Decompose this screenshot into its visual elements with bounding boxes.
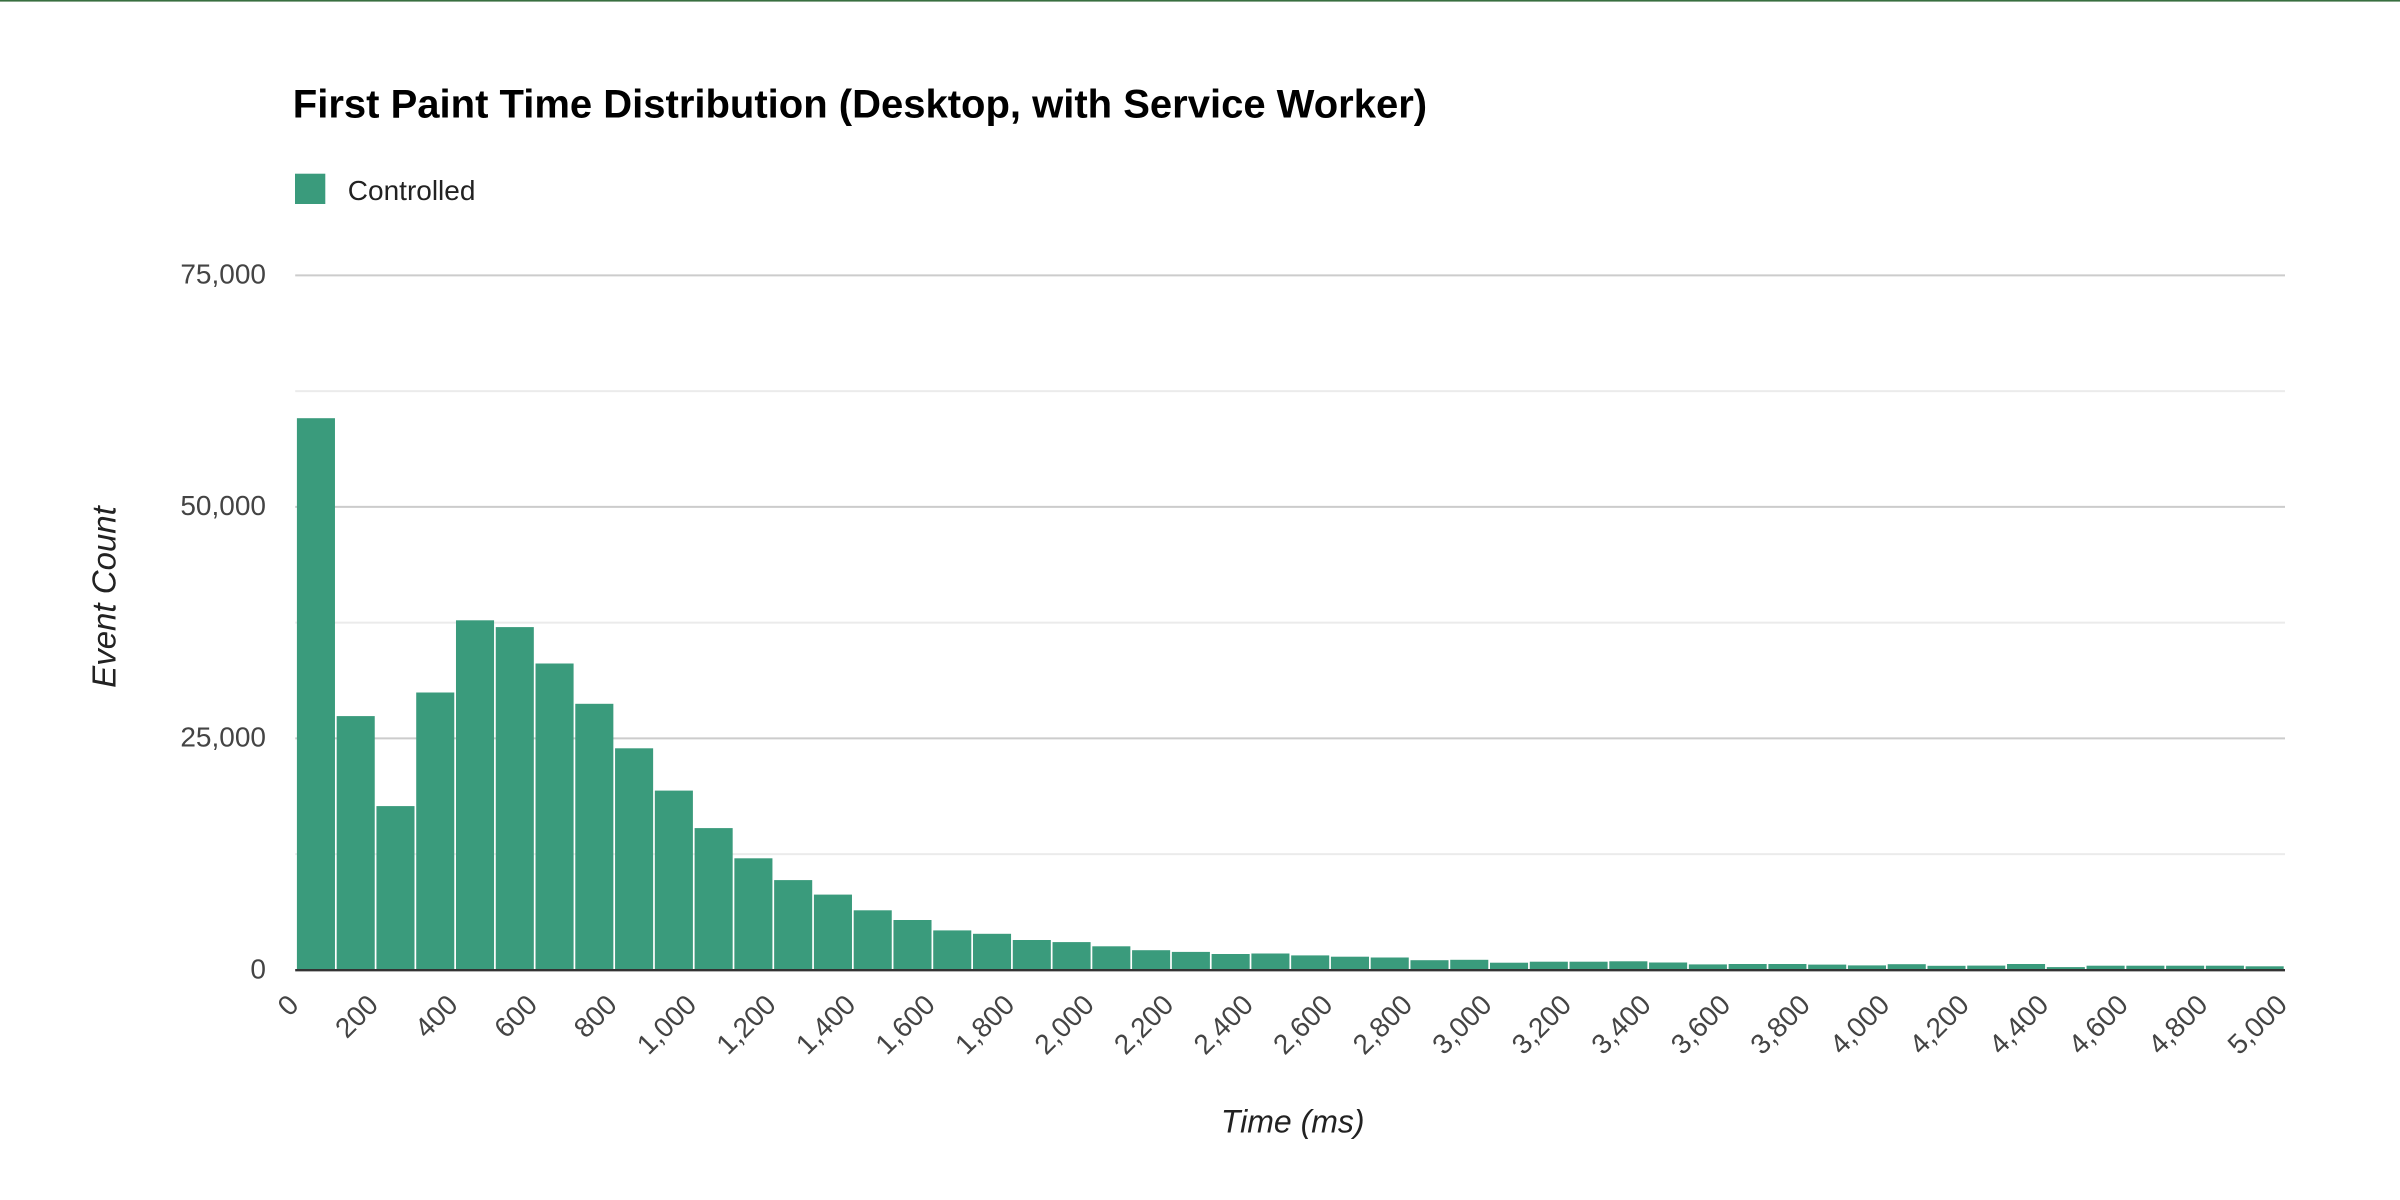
- svg-text:50,000: 50,000: [180, 490, 266, 521]
- svg-text:First Paint Time Distribution: First Paint Time Distribution (Desktop, …: [293, 83, 1427, 127]
- svg-text:75,000: 75,000: [180, 259, 266, 290]
- svg-text:3,400: 3,400: [1585, 989, 1656, 1060]
- svg-text:1,400: 1,400: [790, 989, 861, 1060]
- svg-text:4,600: 4,600: [2062, 989, 2133, 1060]
- svg-text:3,200: 3,200: [1506, 989, 1577, 1060]
- svg-text:25,000: 25,000: [180, 722, 266, 753]
- svg-text:2,200: 2,200: [1108, 989, 1179, 1060]
- svg-text:600: 600: [488, 989, 543, 1044]
- svg-text:1,800: 1,800: [949, 989, 1020, 1060]
- svg-text:4,200: 4,200: [1903, 989, 1974, 1060]
- svg-text:Time (ms): Time (ms): [1221, 1104, 1365, 1140]
- svg-text:Controlled: Controlled: [348, 175, 476, 206]
- svg-text:3,600: 3,600: [1665, 989, 1736, 1060]
- svg-text:2,000: 2,000: [1028, 989, 1099, 1060]
- svg-text:2,600: 2,600: [1267, 989, 1338, 1060]
- svg-text:4,400: 4,400: [1983, 989, 2054, 1060]
- svg-text:2,400: 2,400: [1188, 989, 1259, 1060]
- svg-text:3,000: 3,000: [1426, 989, 1497, 1060]
- svg-text:0: 0: [250, 953, 266, 984]
- svg-text:1,000: 1,000: [631, 989, 702, 1060]
- svg-text:2,800: 2,800: [1347, 989, 1418, 1060]
- svg-text:400: 400: [409, 989, 464, 1044]
- svg-text:5,000: 5,000: [2222, 989, 2293, 1060]
- svg-text:0: 0: [272, 989, 305, 1022]
- svg-text:4,000: 4,000: [1824, 989, 1895, 1060]
- svg-text:4,800: 4,800: [2142, 989, 2213, 1060]
- svg-text:1,600: 1,600: [869, 989, 940, 1060]
- svg-text:1,200: 1,200: [710, 989, 781, 1060]
- svg-text:Event Count: Event Count: [86, 504, 123, 687]
- svg-text:3,800: 3,800: [1744, 989, 1815, 1060]
- svg-text:200: 200: [329, 989, 384, 1044]
- svg-text:800: 800: [568, 989, 623, 1044]
